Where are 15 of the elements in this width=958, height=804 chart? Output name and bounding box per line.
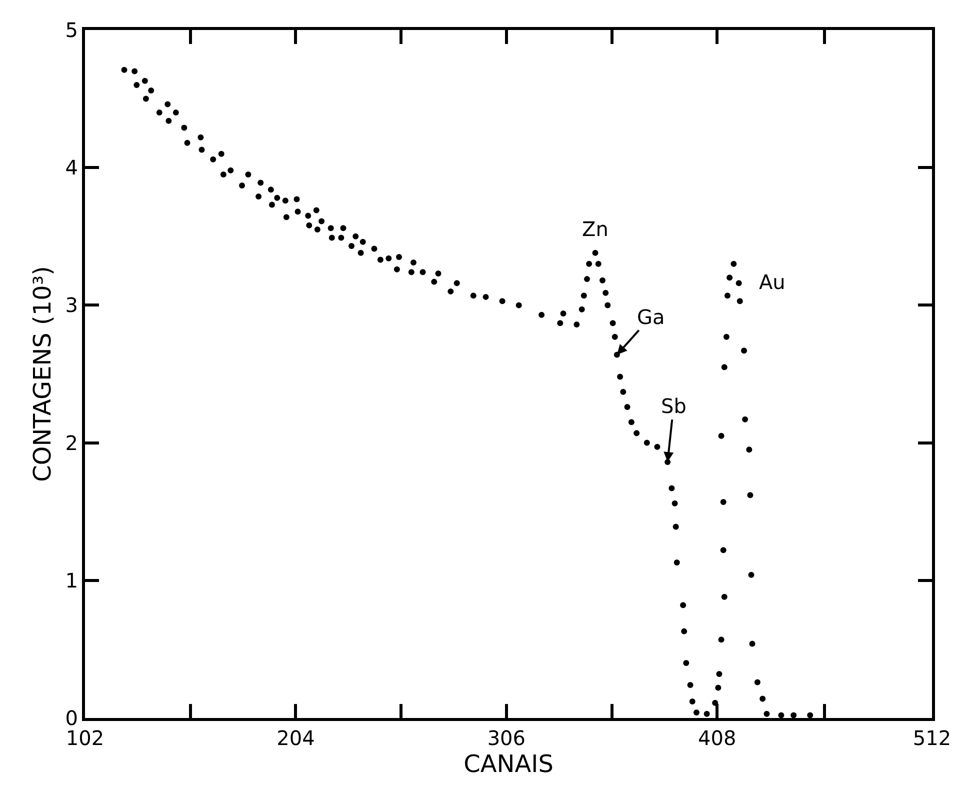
x-tick-label: 408 xyxy=(698,726,736,750)
y-tick-label: 5 xyxy=(65,18,78,42)
y-axis-title: CONTAGENS (10³) xyxy=(28,266,56,482)
y-tick-label: 1 xyxy=(65,568,78,592)
y-tick-label: 3 xyxy=(65,293,78,318)
x-tick-label: 306 xyxy=(487,726,526,750)
x-tick-label: 204 xyxy=(276,726,315,750)
x-axis-title: CANAIS xyxy=(464,750,554,778)
x-tick-label: 512 xyxy=(912,726,952,750)
annotation: Ga xyxy=(637,305,665,329)
annotation: Zn xyxy=(582,217,608,241)
y-tick-label: 4 xyxy=(65,156,78,180)
annotation: Sb xyxy=(661,394,686,418)
y-tick-label: 2 xyxy=(65,430,78,455)
annotation: Au xyxy=(759,270,786,294)
